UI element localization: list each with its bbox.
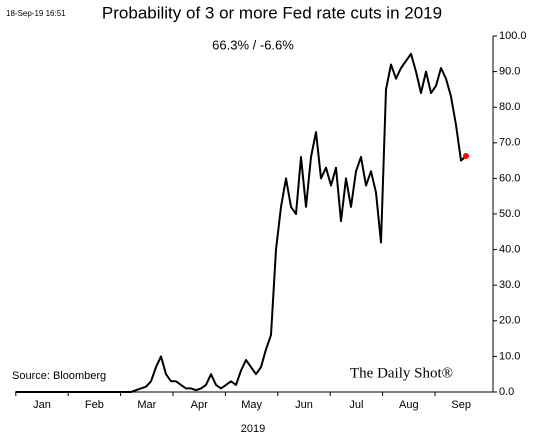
x-tick-label: Sep [451, 399, 471, 411]
x-tick-label: Jul [349, 399, 363, 411]
y-tick-label: 30.0 [499, 279, 520, 291]
watermark: The Daily Shot® [350, 365, 453, 381]
y-tick-label: 20.0 [499, 315, 520, 327]
y-tick-label: 80.0 [499, 101, 520, 113]
y-tick-label: 90.0 [499, 66, 520, 78]
x-tick-label: Apr [191, 399, 208, 411]
y-tick-label: 40.0 [499, 244, 520, 256]
x-tick-label: Jun [295, 399, 313, 411]
last-point [463, 152, 469, 159]
x-tick-label: Mar [137, 399, 156, 411]
y-tick-label: 100.0 [499, 30, 527, 42]
x-tick-label: Feb [85, 399, 104, 411]
chart-title: Probability of 3 or more Fed rate cuts i… [102, 3, 442, 22]
x-axis-label: 2019 [241, 423, 265, 435]
line [16, 52, 467, 393]
x-tick-label: Jan [33, 399, 51, 411]
source: Source: Bloomberg [12, 370, 106, 382]
y-tick-label: 60.0 [499, 172, 520, 184]
x-tick-label: May [241, 399, 262, 411]
subtitle: 66.3% / -6.6% [212, 37, 294, 52]
y-tick-label: 0.0 [499, 386, 514, 398]
x-tick-label: Aug [399, 399, 419, 411]
timestamp: 18-Sep-19 16:51 [6, 9, 66, 18]
y-tick-label: 70.0 [499, 137, 520, 149]
y-tick-label: 50.0 [499, 208, 520, 220]
y-tick-label: 10.0 [499, 350, 520, 362]
